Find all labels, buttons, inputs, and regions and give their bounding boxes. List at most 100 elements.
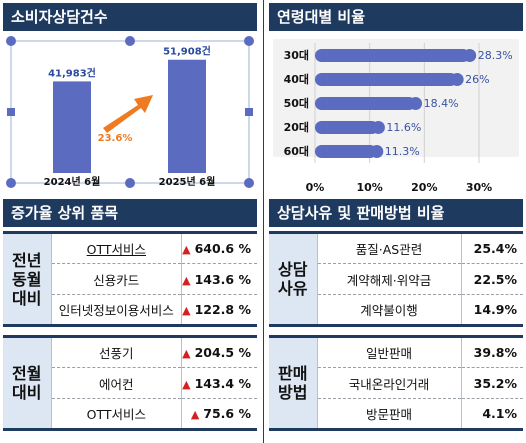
- growth-label: 23.6%: [98, 133, 133, 144]
- table-row: 전월 대비 선풍기 ▲ 204.5 %: [3, 335, 257, 431]
- frame-square-icon: [245, 108, 253, 116]
- frame-handle-icon: [6, 178, 16, 188]
- category-label: 50대: [284, 96, 309, 110]
- item-name: 국내온라인거래: [316, 367, 461, 399]
- category-label: 40대: [284, 72, 309, 86]
- category-label: 2025년 6월: [159, 175, 216, 188]
- reason-header: 상담사유 및 판매방법 비율: [269, 199, 523, 227]
- value-text: 143.4 %: [194, 375, 251, 391]
- item-name: 인터넷정보이용서비스: [50, 294, 182, 327]
- item-value: 39.8%: [460, 335, 523, 368]
- up-arrow-icon: ▲: [190, 408, 200, 421]
- up-arrow-icon: ▲: [182, 304, 191, 317]
- value-text: 640.6 %: [194, 241, 251, 256]
- table-row: 에어컨 ▲ 143.4 %: [3, 367, 257, 399]
- bar-cap: [463, 49, 477, 62]
- bar-value-label: 28.3%: [478, 49, 513, 62]
- table-row: 판매 방법 일반판매 39.8%: [269, 335, 523, 431]
- item-name: 선풍기: [50, 335, 182, 368]
- value-text: 75.6 %: [203, 406, 251, 421]
- consult-chart: 41,983건 2024년 6월 51,908건 2025년 6월 23.6%: [6, 36, 254, 188]
- item-value: 22.5%: [460, 263, 523, 295]
- age-header: 연령대별 비율: [269, 3, 523, 31]
- value-text: 39.8%: [473, 345, 517, 360]
- bar-value-label: 26%: [465, 73, 489, 86]
- table-row: 인터넷정보이용서비스 ▲ 122.8 %: [3, 294, 257, 327]
- group-spacer: [3, 326, 257, 337]
- item-value: 14.9%: [460, 294, 523, 327]
- value-text: 22.5%: [473, 271, 517, 287]
- item-value: ▲ 143.4 %: [181, 367, 257, 399]
- group-label: 전월 대비: [3, 335, 51, 431]
- center-divider: [263, 0, 264, 443]
- item-name: 일반판매: [316, 335, 461, 368]
- frame-handle-icon: [244, 178, 254, 188]
- bar-cap: [371, 121, 385, 134]
- frame-handle-icon: [125, 178, 135, 188]
- x-tick-label: 10%: [356, 181, 382, 193]
- value-text: 204.5 %: [194, 345, 251, 360]
- x-tick-label: 0%: [306, 181, 325, 193]
- item-value: ▲ 75.6 %: [181, 398, 257, 431]
- category-label: 30대: [284, 48, 309, 62]
- up-arrow-icon: ▲: [182, 377, 191, 391]
- bar-value-label: 51,908건: [163, 45, 211, 58]
- frame-handle-icon: [244, 36, 254, 46]
- increase-header: 증가율 상위 품목: [3, 199, 257, 227]
- group-spacer: [269, 326, 523, 337]
- bar-value-label: 11.3%: [385, 145, 420, 158]
- item-name: 품질·AS관련: [316, 231, 461, 264]
- value-text: 143.6 %: [194, 271, 251, 287]
- item-value: 25.4%: [460, 231, 523, 264]
- table-row: 상담 사유 품질·AS관련 25.4%: [269, 231, 523, 327]
- up-arrow-icon: ▲: [182, 243, 191, 256]
- bar: [53, 81, 91, 173]
- table-row: OTT서비스 ▲ 75.6 %: [3, 398, 257, 431]
- bar: [315, 49, 470, 62]
- bar-cap: [370, 145, 384, 158]
- bar: [168, 59, 206, 173]
- bar: [315, 97, 416, 110]
- reason-table: 상담 사유 품질·AS관련 25.4% 계약해제·위약금 22.5% 계약불이행 14.9%…: [269, 231, 523, 431]
- table-row: 신용카드 ▲ 143.6 %: [3, 263, 257, 295]
- item-value: ▲ 143.6 %: [181, 263, 257, 295]
- bar-value-label: 41,983건: [48, 66, 96, 79]
- item-name: OTT서비스: [50, 398, 182, 431]
- growth-arrow-icon: [103, 95, 153, 133]
- x-tick-label: 30%: [466, 181, 492, 193]
- value-text: 4.1%: [482, 406, 517, 421]
- bar: [315, 73, 458, 86]
- frame-handle-icon: [6, 36, 16, 46]
- bar-cap: [409, 97, 423, 110]
- value-text: 25.4%: [473, 241, 517, 256]
- consult-header: 소비자상담건수: [3, 3, 257, 31]
- item-value: ▲ 122.8 %: [181, 294, 257, 327]
- frame-square-icon: [7, 108, 15, 116]
- item-value: 35.2%: [460, 367, 523, 399]
- item-name: 계약불이행: [316, 294, 461, 327]
- bar-cap: [450, 73, 464, 86]
- table-row: 방문판매 4.1%: [269, 398, 523, 431]
- category-label: 20대: [284, 120, 309, 134]
- table-row: 계약해제·위약금 22.5%: [269, 263, 523, 295]
- value-text: 122.8 %: [194, 302, 251, 317]
- bar-value-label: 11.6%: [386, 121, 421, 134]
- x-tick-label: 20%: [411, 181, 437, 193]
- item-name: 방문판매: [316, 398, 461, 431]
- item-name: 계약해제·위약금: [316, 263, 461, 295]
- value-text: 35.2%: [473, 375, 517, 391]
- value-text: 14.9%: [473, 302, 517, 317]
- age-chart: 0% 10% 20% 30% 30대 28.3% 40대 26% 50대 18.4% 20대 11.6…: [273, 39, 519, 193]
- up-arrow-icon: ▲: [182, 273, 191, 287]
- item-name: 신용카드: [50, 263, 182, 295]
- up-arrow-icon: ▲: [182, 347, 191, 360]
- bar: [315, 145, 377, 158]
- table-row: 국내온라인거래 35.2%: [269, 367, 523, 399]
- table-row: 계약불이행 14.9%: [269, 294, 523, 327]
- group-label: 상담 사유: [269, 231, 317, 327]
- item-name: OTT서비스: [50, 231, 182, 264]
- spacer-cell: [3, 326, 257, 337]
- item-value: ▲ 640.6 %: [181, 231, 257, 264]
- increase-table: 전년 동월 대비 OTT서비스 ▲ 640.6 % 신용카드 ▲ 143.6 % 인터넷정보이…: [3, 231, 257, 431]
- category-label: 2024년 6월: [44, 175, 101, 188]
